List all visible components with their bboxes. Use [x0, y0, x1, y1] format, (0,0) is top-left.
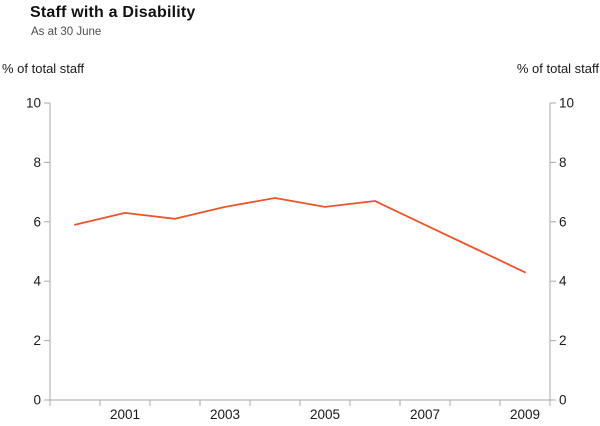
y-tick-label-left: 6: [33, 214, 41, 229]
y-tick-label-left: 4: [33, 274, 41, 289]
y-tick-label-right: 8: [559, 155, 567, 170]
disability-series-line: [74, 197, 526, 274]
y-tick-label-left: 8: [33, 155, 41, 170]
y-tick-label-right: 0: [559, 393, 567, 408]
x-tick-label: 2007: [410, 407, 440, 422]
y-tick-label-left: 10: [26, 96, 41, 111]
x-tick-label: 2003: [210, 407, 240, 422]
x-tick-label: 2009: [510, 407, 540, 422]
y-tick-label-left: 0: [33, 393, 41, 408]
y-tick-label-right: 6: [559, 214, 567, 229]
y-axis-unit-label-right: % of total staff: [516, 61, 599, 76]
page-title: Staff with a Disability: [30, 4, 196, 21]
page-subtitle: As at 30 June: [31, 26, 102, 38]
x-tick-label: 2005: [310, 407, 340, 422]
y-tick-label-left: 2: [33, 333, 41, 348]
x-tick-label: 2001: [110, 407, 140, 422]
y-tick-label-right: 4: [559, 274, 567, 289]
y-tick-label-right: 2: [559, 333, 567, 348]
y-axis-unit-label-left: % of total staff: [2, 61, 85, 76]
y-tick-label-right: 10: [559, 96, 574, 111]
